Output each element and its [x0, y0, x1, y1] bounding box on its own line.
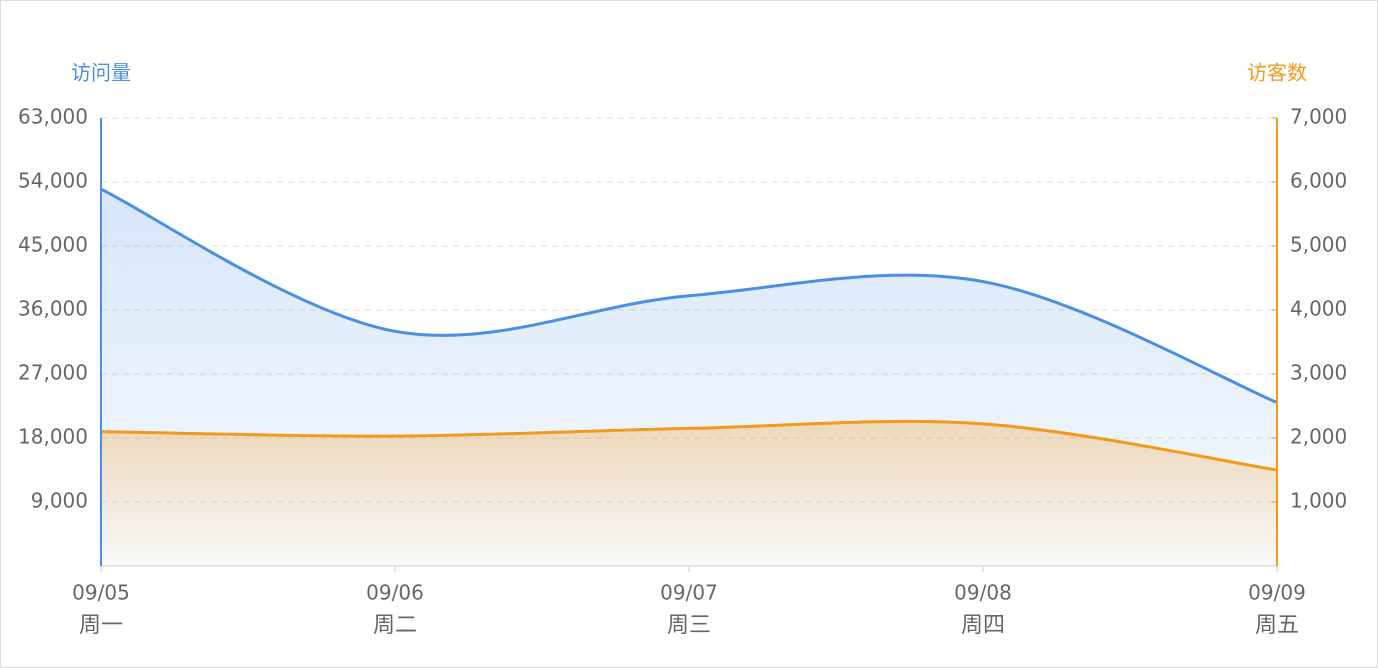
y-tick-label: 63,000 — [18, 105, 88, 129]
y2-tick-label: 6,000 — [1290, 169, 1347, 193]
y-tick-label: 9,000 — [31, 489, 88, 513]
x-tick-sublabel: 周三 — [667, 613, 711, 638]
y2-axis-title: 访客数 — [1247, 61, 1307, 85]
x-tick-label: 09/08 — [954, 581, 1012, 605]
x-tick-sublabel: 周四 — [961, 613, 1005, 638]
y2-tick-label: 1,000 — [1290, 489, 1347, 513]
x-tick-label: 09/05 — [72, 581, 130, 605]
y2-tick-label: 7,000 — [1290, 105, 1347, 129]
line — [100, 187, 1278, 404]
y-tick-label: 54,000 — [18, 169, 88, 193]
y-tick-label: 36,000 — [18, 297, 88, 321]
x-tick-sublabel: 周五 — [1255, 613, 1299, 638]
x-tick-sublabel: 周二 — [373, 613, 417, 638]
y-tick-label: 27,000 — [18, 361, 88, 385]
y2-tick-label: 2,000 — [1290, 425, 1347, 449]
x-tick-label: 09/07 — [660, 581, 718, 605]
line — [100, 419, 1278, 472]
y-tick-label: 18,000 — [18, 425, 88, 449]
area — [101, 421, 1277, 566]
y-axis-title: 访问量 — [71, 61, 131, 85]
y2-tick-label: 3,000 — [1290, 361, 1347, 385]
x-tick-label: 09/09 — [1248, 581, 1306, 605]
y-tick-label: 45,000 — [18, 233, 88, 257]
y2-tick-label: 4,000 — [1290, 297, 1347, 321]
x-tick-sublabel: 周一 — [79, 613, 123, 638]
x-tick-label: 09/06 — [366, 581, 424, 605]
y2-tick-label: 5,000 — [1290, 233, 1347, 257]
